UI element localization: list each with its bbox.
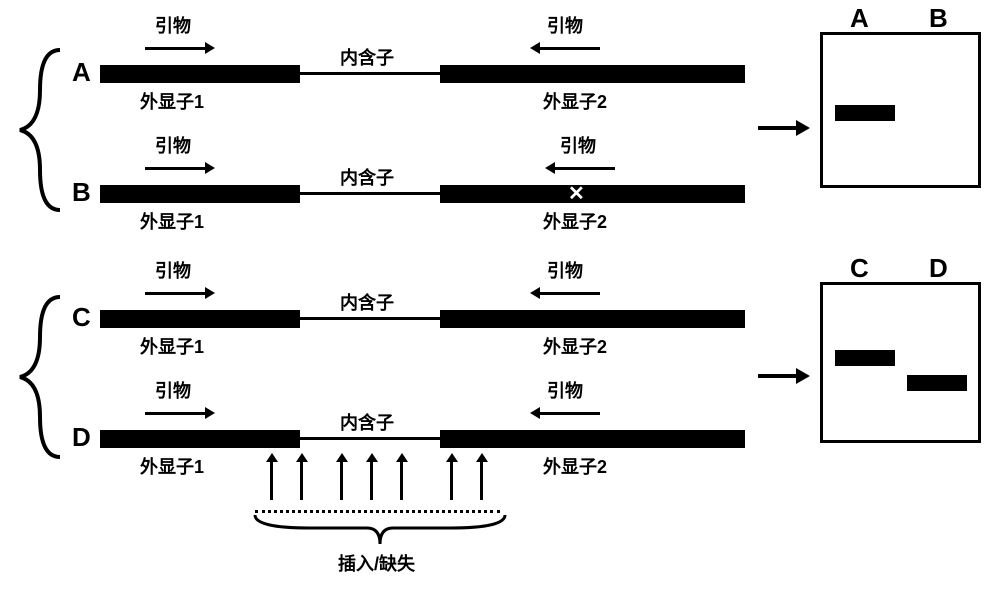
a-rev-primer-shaft [540, 47, 600, 50]
gel-band-c [835, 350, 895, 366]
d-rev-primer-shaft [540, 412, 600, 415]
b-rev-primer-head [545, 162, 555, 174]
figure-root: A 引物 引物 内含子 外显子1 外显子2 B ✕ 引物 引物 内含子 外显子1… [0, 0, 1000, 595]
indel-label: 插入/缺失 [338, 550, 415, 576]
b-exon1 [100, 185, 300, 203]
d-intron-label: 内含子 [340, 409, 394, 435]
b-intron-line [300, 192, 440, 195]
c-fwd-primer-head [205, 287, 215, 299]
a-rev-primer-label: 引物 [547, 12, 583, 38]
brace-indel [250, 512, 510, 548]
b-fwd-primer-label: 引物 [155, 132, 191, 158]
c-rev-primer-shaft [540, 292, 600, 295]
gel-lane-label-b: B [929, 3, 948, 34]
a-rev-primer-head [530, 42, 540, 54]
row-label-b: B [72, 177, 91, 208]
gel-lane-label-c: C [850, 253, 869, 284]
c-rev-primer-label: 引物 [547, 257, 583, 283]
c-fwd-primer-label: 引物 [155, 257, 191, 283]
brace-left-bottom [15, 292, 65, 462]
d-exon1-label: 外显子1 [140, 453, 204, 479]
gel-lane-label-d: D [929, 253, 948, 284]
c-exon1-label: 外显子1 [140, 333, 204, 359]
d-fwd-primer-shaft [145, 412, 205, 415]
c-exon2-label: 外显子2 [543, 333, 607, 359]
a-exon1 [100, 65, 300, 83]
d-exon2 [440, 430, 745, 448]
a-intron-line [300, 72, 440, 75]
row-label-a: A [72, 57, 91, 88]
c-exon2 [440, 310, 745, 328]
c-intron-line [300, 317, 440, 320]
d-rev-primer-head [530, 407, 540, 419]
a-fwd-primer-head [205, 42, 215, 54]
b-mismatch-x: ✕ [568, 181, 585, 206]
c-fwd-primer-shaft [145, 292, 205, 295]
a-intron-label: 内含子 [340, 44, 394, 70]
gel-box-top [820, 32, 981, 188]
row-label-c: C [72, 302, 91, 333]
a-exon1-label: 外显子1 [140, 88, 204, 114]
c-intron-label: 内含子 [340, 289, 394, 315]
d-exon1 [100, 430, 300, 448]
d-intron-line [300, 437, 440, 440]
gel-band-d [907, 375, 967, 391]
d-fwd-primer-head [205, 407, 215, 419]
b-intron-label: 内含子 [340, 164, 394, 190]
b-rev-primer-label: 引物 [560, 132, 596, 158]
b-exon1-label: 外显子1 [140, 208, 204, 234]
c-exon1 [100, 310, 300, 328]
a-fwd-primer-shaft [145, 47, 205, 50]
b-fwd-primer-head [205, 162, 215, 174]
gel-box-bottom [820, 282, 981, 443]
row-label-d: D [72, 422, 91, 453]
d-exon2-label: 外显子2 [543, 453, 607, 479]
brace-left-top [15, 45, 65, 215]
b-exon2-label: 外显子2 [543, 208, 607, 234]
b-fwd-primer-shaft [145, 167, 205, 170]
gel-lane-label-a: A [850, 3, 869, 34]
d-fwd-primer-label: 引物 [155, 377, 191, 403]
a-exon2-label: 外显子2 [543, 88, 607, 114]
a-fwd-primer-label: 引物 [155, 12, 191, 38]
b-exon2 [440, 185, 745, 203]
d-rev-primer-label: 引物 [547, 377, 583, 403]
a-exon2 [440, 65, 745, 83]
b-rev-primer-shaft [555, 167, 615, 170]
c-rev-primer-head [530, 287, 540, 299]
gel-band-a [835, 105, 895, 121]
